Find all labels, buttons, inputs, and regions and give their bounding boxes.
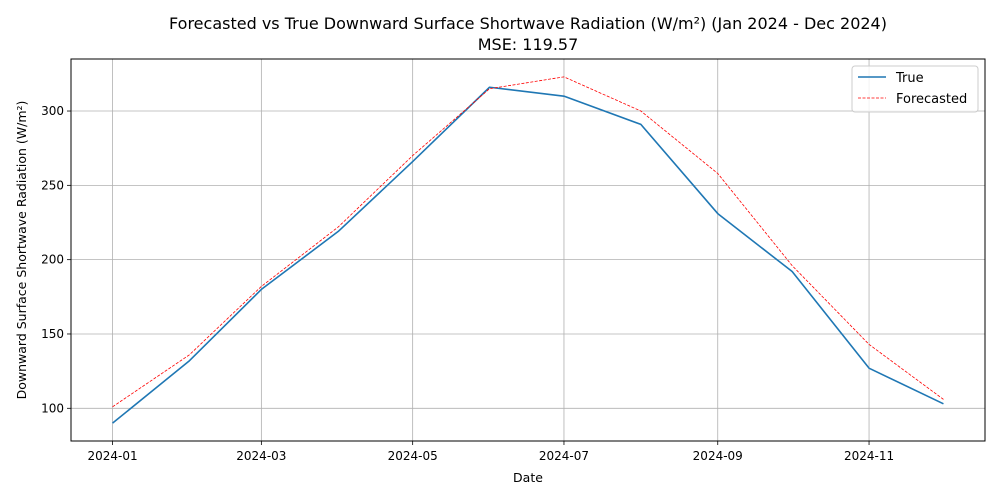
series-line-forecasted [112,76,944,408]
y-tick-label: 250 [41,178,64,192]
x-tick-label: 2024-09 [693,449,743,463]
y-tick-label: 100 [41,401,64,415]
ticks: 2024-01 2024-03 2024-05 2024-07 2024-09 2024-… [41,104,894,463]
y-tick-label: 150 [41,327,64,341]
chart-subtitle: MSE: 119.57 [478,35,579,54]
x-tick-label: 2024-03 [236,449,286,463]
series-line-true [112,86,944,424]
plot-frame [70,58,986,442]
x-tick-label: 2024-07 [539,449,589,463]
chart-title: Forecasted vs True Downward Surface Shor… [169,14,887,33]
grid [71,59,985,441]
x-tick-label: 2024-11 [844,449,894,463]
x-tick-label: 2024-05 [388,449,438,463]
x-axis-label: Date [513,470,543,485]
y-axis-label: Downward Surface Shortwave Radiation (W/… [14,101,29,400]
legend-label: Forecasted [896,92,967,107]
series-group [112,76,944,424]
y-tick-label: 300 [41,104,64,118]
legend: True Forecasted [851,65,979,113]
y-tick-label: 200 [41,253,64,267]
legend-label: True [895,71,924,86]
x-tick-label: 2024-01 [87,449,137,463]
